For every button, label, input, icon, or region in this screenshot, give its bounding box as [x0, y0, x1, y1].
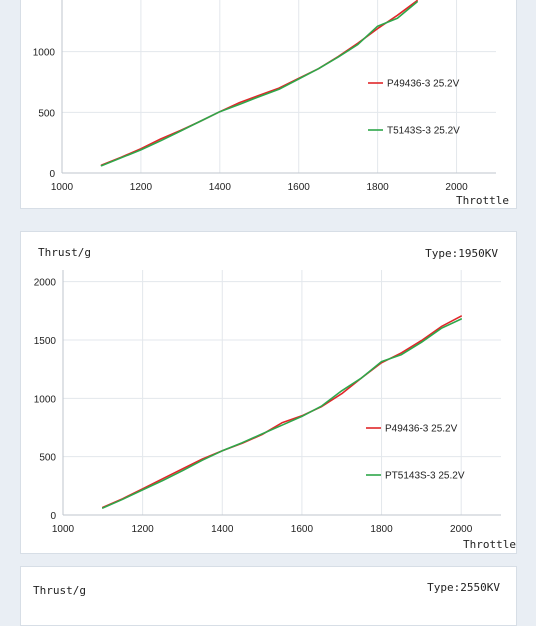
chart-1-x-tick-label: 1800 [367, 182, 390, 193]
chart-2-legend-label-2: PT5143S-3 25.2V [385, 471, 465, 482]
chart-3-type-label: Type:2550KV [427, 581, 500, 594]
chart-2-y-tick-label: 500 [39, 453, 56, 464]
chart-2-y-tick-label: 2000 [34, 278, 57, 289]
chart-1-series-2-line [100, 1, 418, 167]
chart-2-series-1-line [102, 315, 463, 509]
chart-3-y-axis-title: Thrust/g [33, 584, 86, 597]
chart-2-legend-label-1: P49436-3 25.2V [385, 424, 458, 435]
chart-2-y-tick-label: 0 [50, 511, 56, 522]
chart-2-x-tick-label: 1200 [132, 524, 155, 535]
chart-2-type-label: Type:1950KV [425, 247, 498, 260]
chart-1-legend-label-1: P49436-3 25.2V [387, 79, 460, 90]
chart-2-y-axis-title: Thrust/g [38, 246, 91, 259]
chart-1-y-tick-label: 1000 [33, 48, 56, 59]
chart-1-x-tick-label: 1400 [209, 182, 232, 193]
chart-2-x-tick-label: 2000 [450, 524, 473, 535]
chart-1-x-tick-label: 1000 [51, 182, 74, 193]
chart-1-svg: 1000 1200 1400 1600 1800 2000 0 500 1000 P49436-3… [33, 0, 496, 193]
chart-1-x-tick-label: 1200 [130, 182, 153, 193]
chart-2-x-tick-label: 1800 [370, 524, 393, 535]
chart-1-x-tick-label: 1600 [288, 182, 311, 193]
chart-2-svg: 1000 1200 1400 1600 1800 2000 0 500 1000 1500 2000… [34, 270, 501, 535]
chart-panel-3: Thrust/g Type:2550KV [20, 566, 517, 626]
chart-1-x-tick-label: 2000 [445, 182, 468, 193]
chart-2-x-tick-label: 1400 [211, 524, 234, 535]
chart-panel-1: 1000 1200 1400 1600 1800 2000 0 500 1000 P49436-3… [20, 0, 517, 209]
chart-2-series-2-line [102, 318, 463, 509]
chart-1-y-tick-label: 0 [49, 169, 55, 180]
chart-2-x-tick-label: 1000 [52, 524, 75, 535]
chart-2-y-tick-label: 1000 [34, 394, 57, 405]
chart-2-y-tick-label: 1500 [34, 336, 57, 347]
chart-2-x-tick-label: 1600 [291, 524, 314, 535]
chart-panel-2: Thrust/g Type:1950KV 1000 1200 1400 1600 180… [20, 231, 517, 554]
chart-1-y-tick-label: 500 [38, 108, 55, 119]
chart-1-legend-label-2: T5143S-3 25.2V [387, 126, 460, 137]
chart-1-x-axis-title: Throttle [456, 194, 509, 207]
chart-2-x-axis-title: Throttle [463, 538, 516, 551]
